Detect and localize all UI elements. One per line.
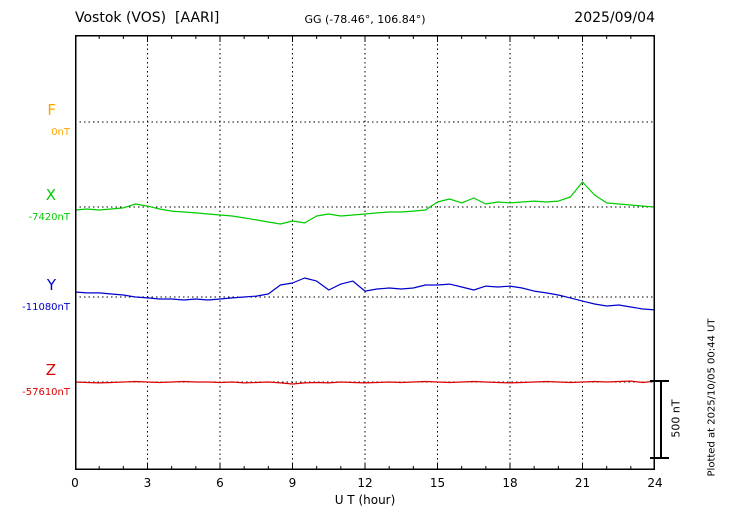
plotted-at-note: Plotted at 2025/10/05 00:44 UT	[706, 318, 718, 477]
x-axis-title: U T (hour)	[334, 493, 396, 507]
x-tick-label: 9	[288, 476, 297, 490]
series-baseline-y: -11080nT	[22, 302, 70, 313]
series-baseline-z: -57610nT	[22, 387, 70, 398]
series-letter-x: X	[45, 186, 56, 204]
scalebar-label: 500 nT	[669, 399, 683, 438]
series-letter-f: F	[47, 101, 56, 119]
scalebar-line	[660, 380, 662, 459]
x-tick-label: 12	[357, 476, 373, 490]
x-axis-tick-labels: 0 3 6 9 12 15 18 21 24	[71, 476, 662, 490]
x-tick-label: 24	[647, 476, 663, 490]
series-letter-z: Z	[45, 361, 56, 379]
scalebar-cap-top	[650, 380, 669, 382]
x-tick-label: 0	[71, 476, 79, 490]
series-baseline-f: 0nT	[51, 127, 70, 138]
trace-z	[74, 380, 656, 385]
x-tick-label: 6	[216, 476, 224, 490]
plot-border	[75, 35, 655, 470]
x-tick-label: 15	[429, 476, 446, 490]
trace-x	[74, 181, 656, 225]
x-tick-label: 21	[574, 476, 591, 490]
plot-area	[74, 35, 656, 470]
trace-y	[74, 277, 656, 311]
x-tick-label: 3	[143, 476, 152, 490]
plot-date: 2025/09/04	[574, 10, 655, 26]
x-tick-label: 18	[502, 476, 518, 490]
series-letter-y: Y	[46, 276, 56, 294]
series-baseline-x: -7420nT	[28, 212, 70, 223]
magnetogram-plot	[74, 35, 656, 470]
geographic-coordinates: GG (-78.46°, 106.84°)	[304, 13, 426, 26]
scalebar-cap-bottom	[650, 457, 669, 459]
station-title: Vostok (VOS) [AARI]	[75, 10, 220, 26]
